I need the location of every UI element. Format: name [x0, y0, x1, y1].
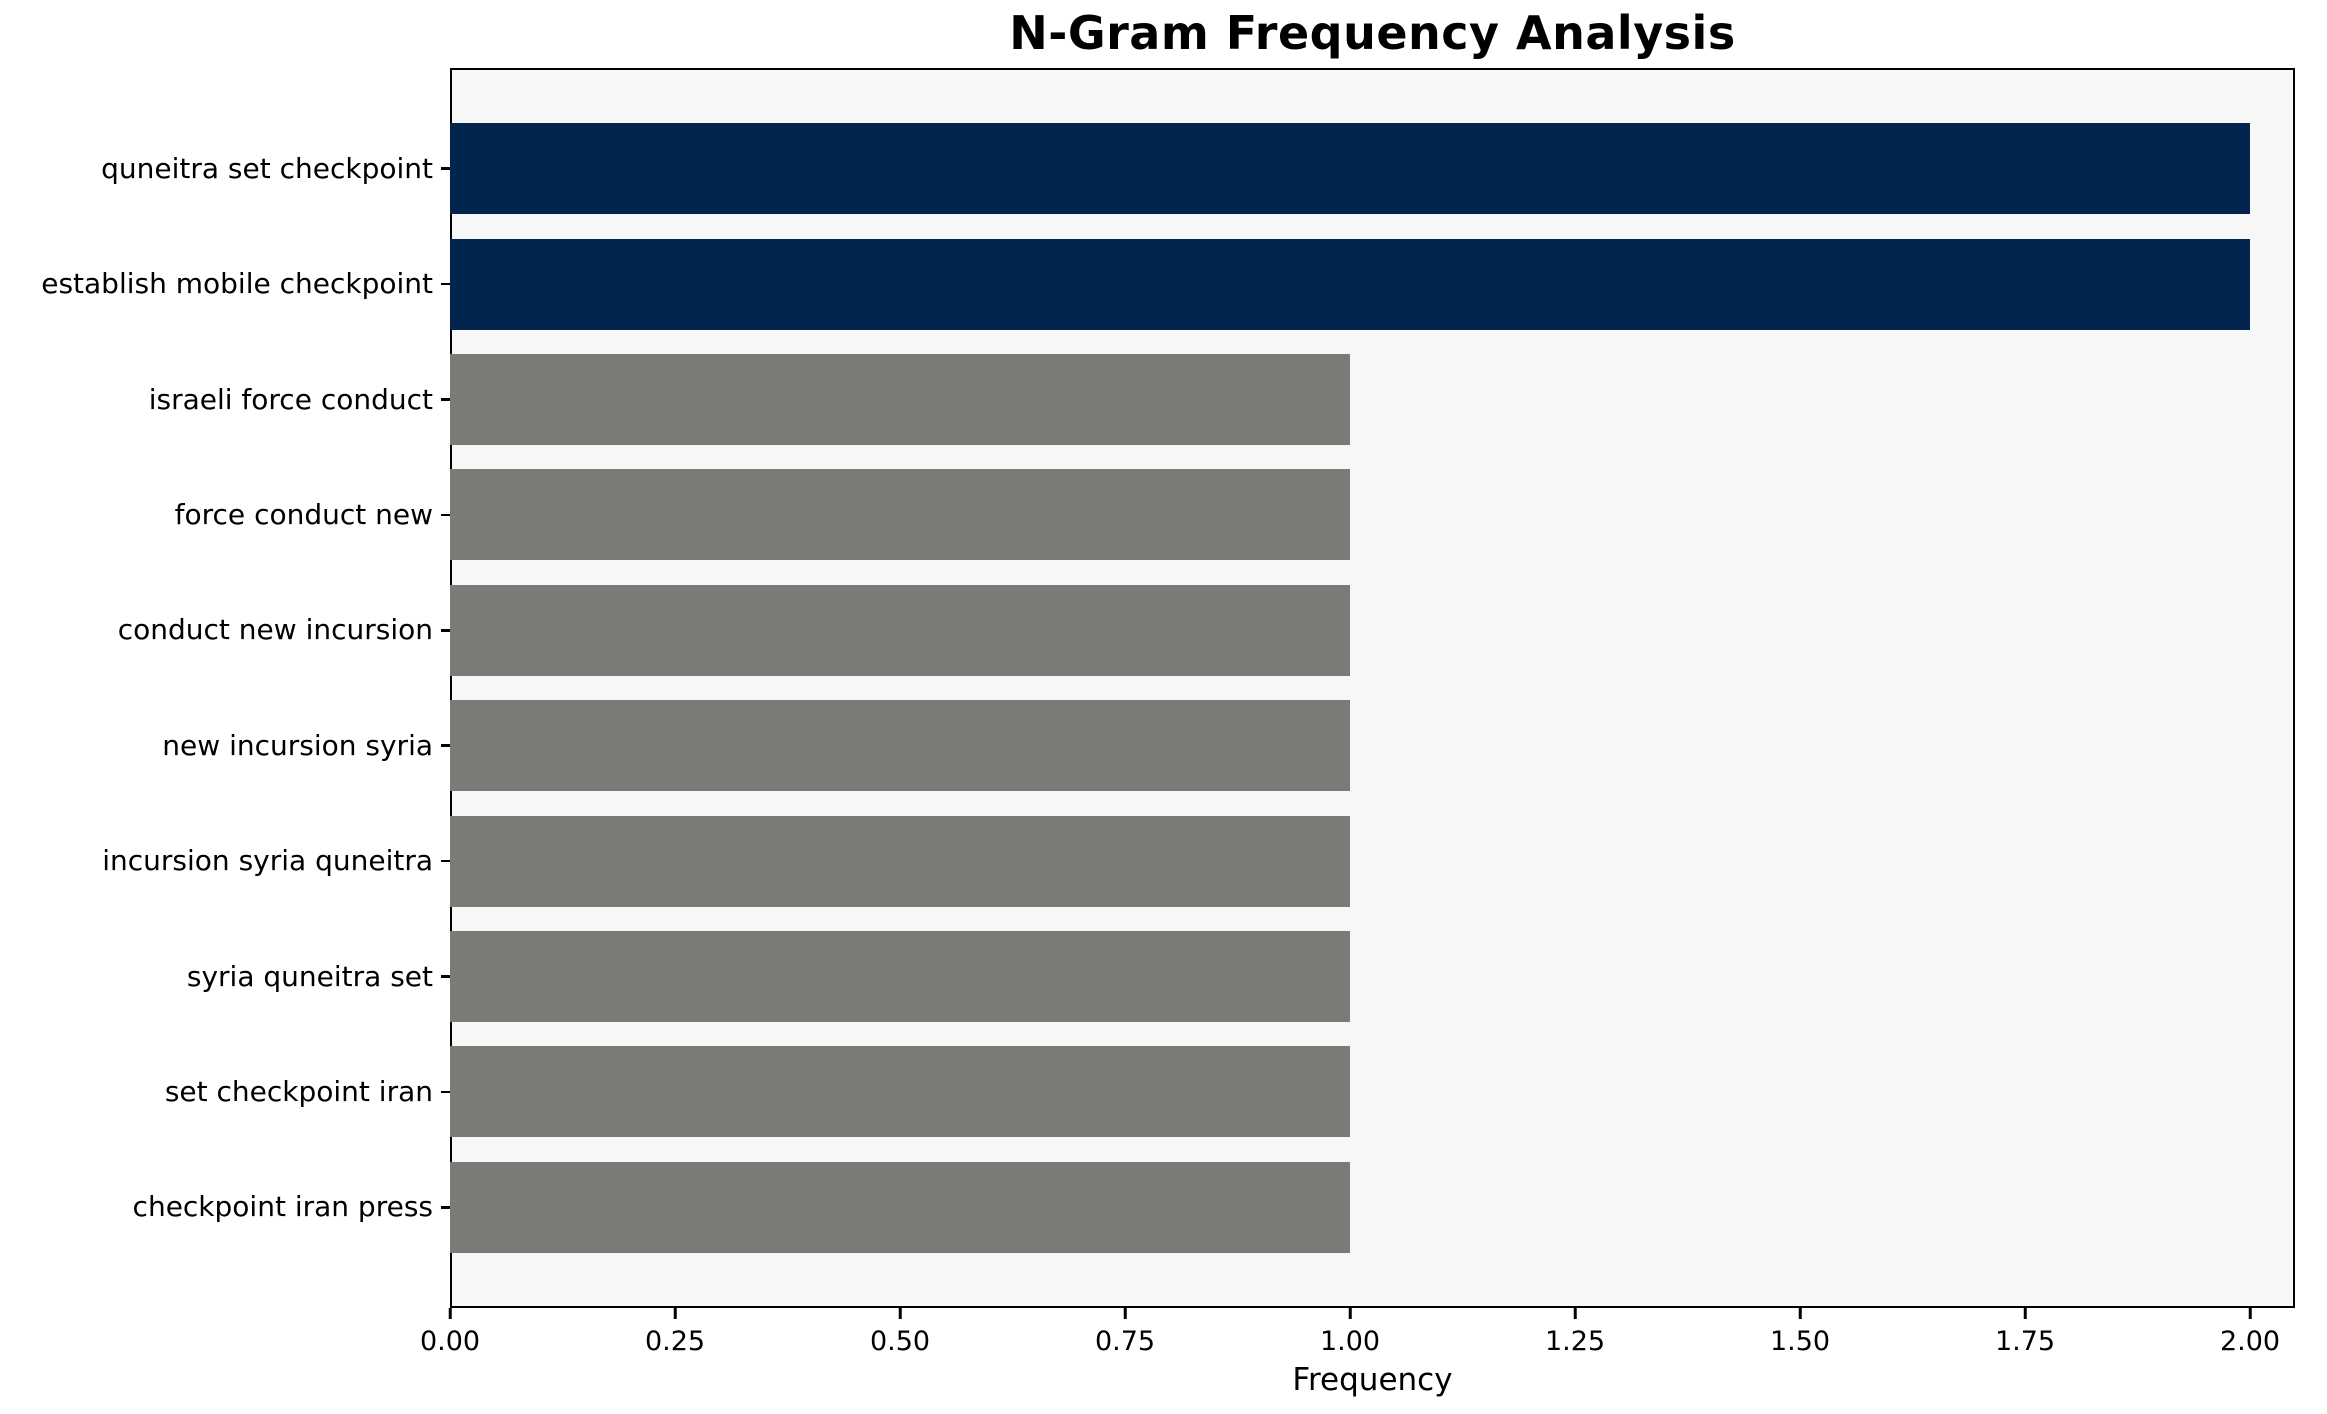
y-tick-cell: syria quneitra set	[0, 959, 450, 993]
x-tick-mark	[2023, 1308, 2027, 1319]
frequency-bar	[450, 1161, 1350, 1253]
x-tick-label: 0.75	[1094, 1326, 1156, 1357]
y-tick-mark	[441, 629, 450, 632]
y-tick-mark	[441, 1090, 450, 1094]
y-tick-cell: incursion syria quneitra	[0, 847, 450, 875]
x-tick-mark	[1798, 1308, 1802, 1319]
y-tick-mark	[441, 975, 450, 978]
x-tick-label: 1.75	[1994, 1326, 2056, 1357]
bar-track	[450, 226, 2295, 341]
frequency-bar	[450, 123, 2250, 215]
x-tick-label: 2.00	[2219, 1326, 2281, 1357]
frequency-bar	[450, 354, 1350, 446]
chart-row: force conduct new	[0, 457, 2295, 572]
y-tick-cell: force conduct new	[0, 497, 450, 531]
y-tick-label: conduct new incursion	[117, 613, 433, 647]
x-tick-mark	[1573, 1308, 1577, 1319]
y-tick-cell: checkpoint iran press	[0, 1193, 450, 1221]
chart-row: conduct new incursion	[0, 573, 2295, 688]
y-tick-mark	[441, 859, 450, 863]
y-tick-cell: new incursion syria	[0, 728, 450, 762]
x-axis: 0.00 0.25 0.50 0.75 1.00 1.25 1.50 1.75 2.00	[420, 1308, 2295, 1378]
x-axis-label: Frequency	[1292, 1362, 1453, 1398]
x-tick-label: 0.50	[869, 1326, 931, 1357]
y-tick-label: quneitra set checkpoint	[101, 151, 433, 185]
y-tick-label: checkpoint iran press	[132, 1190, 433, 1224]
bar-track	[450, 457, 2295, 572]
y-tick-label: new incursion syria	[162, 728, 433, 762]
y-tick-mark	[441, 744, 450, 747]
bar-rows: quneitra set checkpoint establish mobile …	[0, 68, 2295, 1308]
bar-track	[450, 919, 2295, 1034]
x-tick-label: 0.00	[419, 1326, 481, 1357]
y-tick-label: force conduct new	[174, 497, 433, 531]
y-tick-label: incursion syria quneitra	[102, 844, 433, 878]
y-tick-mark	[441, 282, 450, 286]
chart-row: new incursion syria	[0, 688, 2295, 803]
chart-title: N-Gram Frequency Analysis	[1009, 6, 1736, 60]
x-tick-mark	[673, 1308, 677, 1319]
bar-track	[450, 688, 2295, 803]
chart-row: checkpoint iran press	[0, 1150, 2295, 1265]
frequency-bar	[450, 931, 1350, 1023]
chart-row: set checkpoint iran	[0, 1034, 2295, 1149]
bar-track	[450, 803, 2295, 918]
y-tick-mark	[441, 167, 450, 170]
x-tick-label: 1.25	[1544, 1326, 1606, 1357]
y-tick-mark	[441, 1206, 450, 1209]
y-tick-cell: israeli force conduct	[0, 382, 450, 416]
y-tick-label: establish mobile checkpoint	[41, 267, 433, 301]
y-tick-cell: set checkpoint iran	[0, 1074, 450, 1108]
frequency-bar	[450, 700, 1350, 792]
frequency-bar	[450, 469, 1350, 561]
x-tick-mark	[448, 1308, 452, 1319]
x-tick-mark	[1123, 1308, 1127, 1319]
y-tick-label: syria quneitra set	[186, 959, 433, 993]
x-tick-label: 0.25	[644, 1326, 706, 1357]
y-tick-mark	[441, 398, 450, 401]
x-tick-mark	[1348, 1308, 1352, 1319]
chart-row: establish mobile checkpoint	[0, 226, 2295, 341]
y-tick-label: set checkpoint iran	[164, 1074, 433, 1108]
x-tick-label: 1.00	[1319, 1326, 1381, 1357]
frequency-bar	[450, 238, 2250, 330]
bar-track	[450, 1034, 2295, 1149]
y-tick-label: israeli force conduct	[148, 382, 433, 416]
bar-track	[450, 342, 2295, 457]
frequency-bar	[450, 584, 1350, 676]
y-tick-cell: establish mobile checkpoint	[0, 270, 450, 298]
chart-row: israeli force conduct	[0, 342, 2295, 457]
x-tick-mark	[898, 1308, 902, 1319]
bar-track	[450, 111, 2295, 226]
y-tick-mark	[441, 513, 450, 517]
chart-row: quneitra set checkpoint	[0, 111, 2295, 226]
bar-track	[450, 1150, 2295, 1265]
frequency-bar	[450, 815, 1350, 907]
chart-row: syria quneitra set	[0, 919, 2295, 1034]
y-tick-cell: quneitra set checkpoint	[0, 151, 450, 185]
x-tick-label: 1.50	[1769, 1326, 1831, 1357]
chart-row: incursion syria quneitra	[0, 803, 2295, 918]
bar-track	[450, 573, 2295, 688]
y-tick-cell: conduct new incursion	[0, 616, 450, 644]
x-tick-mark	[2248, 1308, 2252, 1319]
frequency-bar	[450, 1046, 1350, 1138]
